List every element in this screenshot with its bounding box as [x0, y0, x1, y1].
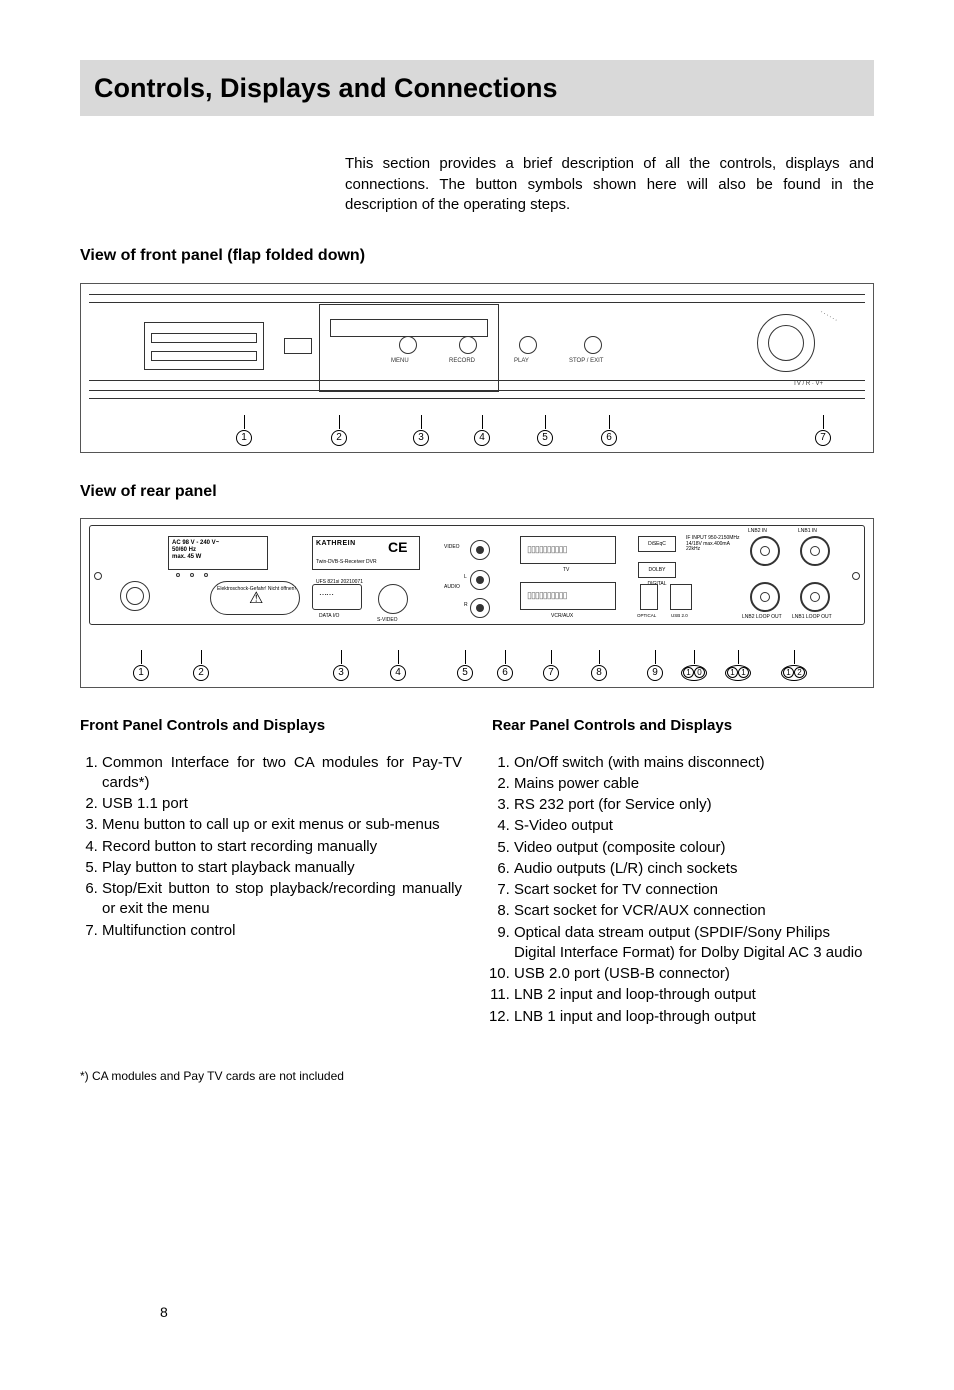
callout-circle: 4: [474, 430, 490, 446]
list-item: Scart socket for VCR/AUX connection: [514, 901, 874, 921]
dot-icon: [190, 573, 194, 577]
list-item: USB 1.1 port: [102, 794, 462, 814]
callout-circle: 7: [815, 430, 831, 446]
callout-circle: 11: [725, 665, 751, 681]
page-number: 8: [160, 1303, 168, 1322]
list-item: LNB 1 input and loop-through output: [514, 1007, 874, 1027]
front-panel-diagram: MENU RECORD PLAY STOP / EXIT ······ TV /…: [80, 283, 874, 453]
list-item: LNB 2 input and loop-through output: [514, 985, 874, 1005]
dot-icon: [204, 573, 208, 577]
menu-label: MENU: [391, 357, 409, 365]
rear-controls-heading: Rear Panel Controls and Displays: [492, 716, 874, 736]
serial-port-icon: [312, 584, 362, 610]
knob-dots-icon: ······: [818, 307, 840, 325]
callout-circle: 10: [681, 665, 707, 681]
page-title: Controls, Displays and Connections: [94, 70, 860, 106]
dot-icon: [176, 573, 180, 577]
dolby-label: DOLBY DIGITAL: [638, 562, 676, 578]
scart-vcr-icon: [520, 582, 616, 610]
scart-tv-icon: [520, 536, 616, 564]
callout-circle: 9: [647, 665, 663, 681]
list-item: Play button to start playback manually: [102, 858, 462, 878]
play-label: PLAY: [514, 357, 529, 365]
list-item: RS 232 port (for Service only): [514, 795, 874, 815]
rear-panel-heading: View of rear panel: [80, 481, 874, 503]
callout-circle: 1: [133, 665, 149, 681]
callout-circle: 3: [413, 430, 429, 446]
audio-r-label: R: [464, 602, 468, 609]
list-item: Audio outputs (L/R) cinch sockets: [514, 859, 874, 879]
list-item: Record button to start recording manuall…: [102, 837, 462, 857]
callout-circle: 12: [781, 665, 807, 681]
lnb2in-label: LNB2 IN: [748, 528, 767, 535]
diseqc-label: DiSEqC: [638, 536, 676, 552]
front-controls-list: Common Interface for two CA modules for …: [80, 753, 462, 941]
callout-circle: 8: [591, 665, 607, 681]
if-input-label: IF INPUT 950-2150MHz 14/18V max.400mA 22…: [686, 536, 742, 553]
play-button-icon: [519, 336, 537, 354]
optical-port-icon: [640, 584, 658, 610]
intro-paragraph: This section provides a brief descriptio…: [345, 154, 874, 215]
usb-port-icon: [284, 338, 312, 354]
list-item: Scart socket for TV connection: [514, 880, 874, 900]
list-item: Optical data stream output (SPDIF/Sony P…: [514, 923, 874, 964]
list-item: Mains power cable: [514, 774, 874, 794]
callout-circle: 7: [543, 665, 559, 681]
callout-circle: 5: [457, 665, 473, 681]
list-item: USB 2.0 port (USB-B connector): [514, 964, 874, 984]
screw-icon: [852, 572, 860, 580]
audio-label: AUDIO: [444, 584, 460, 591]
lnb1out-label: LNB1 LOOP OUT: [792, 614, 832, 621]
lnb1-out-icon: [800, 582, 830, 612]
audio-l-rca-icon: [470, 570, 490, 590]
lnb2out-label: LNB2 LOOP OUT: [742, 614, 782, 621]
lnb2-out-icon: [750, 582, 780, 612]
lnb2-in-icon: [750, 536, 780, 566]
list-item: On/Off switch (with mains disconnect): [514, 753, 874, 773]
list-item: Common Interface for two CA modules for …: [102, 753, 462, 794]
callout-circle: 2: [331, 430, 347, 446]
power-spec-text: AC 98 V - 240 V~ 50/60 Hz max. 45 W: [172, 540, 219, 560]
callout-circle: 3: [333, 665, 349, 681]
usb2-port-icon: [670, 584, 692, 610]
svideo-port-icon: [378, 584, 408, 614]
multifunction-knob-icon: [757, 314, 815, 372]
list-item: Video output (composite colour): [514, 838, 874, 858]
callout-circle: 6: [497, 665, 513, 681]
list-item: Multifunction control: [102, 921, 462, 941]
front-callouts: 1 2 3 4 5 6 7: [81, 412, 873, 446]
video-label: VIDEO: [444, 544, 460, 551]
warning-label-icon: Elektroschock-Gefahr! Nicht öffnen!: [210, 581, 300, 615]
title-bar: Controls, Displays and Connections: [80, 60, 874, 116]
front-panel-heading: View of front panel (flap folded down): [80, 245, 874, 267]
callout-circle: 2: [193, 665, 209, 681]
list-item: S-Video output: [514, 816, 874, 836]
screw-icon: [94, 572, 102, 580]
knob-label: TV / R · V+: [793, 380, 823, 388]
callout-circle: 1: [236, 430, 252, 446]
record-label: RECORD: [449, 357, 475, 365]
list-item: Menu button to call up or exit menus or …: [102, 815, 462, 835]
menu-button-icon: [399, 336, 417, 354]
record-button-icon: [459, 336, 477, 354]
rear-callouts: 123456789101112: [81, 647, 873, 681]
callout-circle: 5: [537, 430, 553, 446]
ce-mark-icon: CE: [388, 538, 407, 557]
callout-circle: 6: [601, 430, 617, 446]
stop-label: STOP / EXIT: [569, 357, 603, 365]
ci-slot-icon: [144, 322, 264, 370]
front-controls-heading: Front Panel Controls and Displays: [80, 716, 462, 736]
footnote: *) CA modules and Pay TV cards are not i…: [80, 1068, 874, 1084]
list-item: Stop/Exit button to stop playback/record…: [102, 879, 462, 920]
stop-button-icon: [584, 336, 602, 354]
fan-icon: [120, 581, 150, 611]
callout-circle: 4: [390, 665, 406, 681]
audio-r-rca-icon: [470, 598, 490, 618]
rear-controls-list: On/Off switch (with mains disconnect)Mai…: [492, 753, 874, 1027]
audio-l-label: L: [464, 574, 467, 581]
rear-panel-diagram: AC 98 V - 240 V~ 50/60 Hz max. 45 W Elek…: [80, 518, 874, 688]
lnb1in-label: LNB1 IN: [798, 528, 817, 535]
lnb1-in-icon: [800, 536, 830, 566]
video-rca-icon: [470, 540, 490, 560]
